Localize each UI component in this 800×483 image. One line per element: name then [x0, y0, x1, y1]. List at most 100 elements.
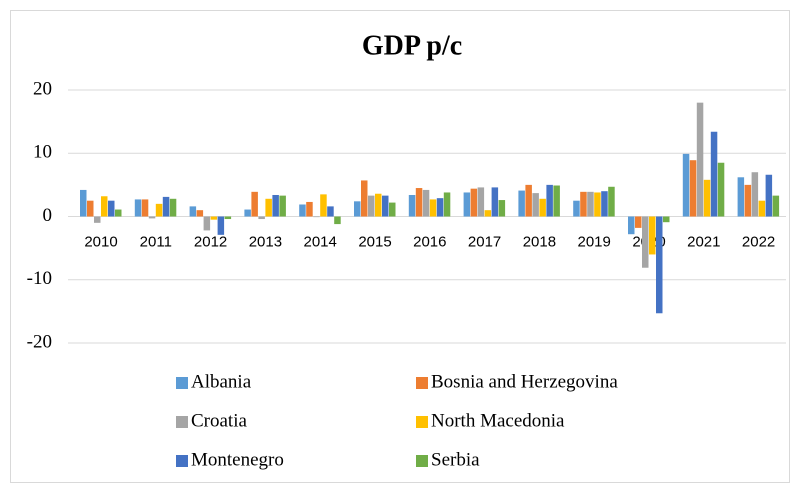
bar [415, 188, 423, 217]
bar [162, 196, 170, 217]
bar [649, 216, 656, 255]
bar [696, 102, 704, 217]
bar [334, 216, 341, 225]
bar [463, 192, 471, 217]
bar [601, 191, 608, 217]
y-tick-label: 20 [33, 78, 52, 99]
bar [375, 193, 382, 217]
bar [682, 153, 690, 217]
bar [443, 192, 451, 217]
legend-label: Bosnia and Herzegovina [431, 371, 618, 392]
bar [87, 200, 94, 217]
legend-swatch [416, 455, 428, 467]
bar [224, 216, 232, 220]
bar [587, 191, 594, 217]
legend-label: Serbia [431, 449, 480, 470]
bar [389, 202, 396, 217]
bar [169, 198, 177, 217]
bar [518, 190, 525, 217]
bar [299, 204, 306, 217]
x-tick-label: 2016 [413, 233, 446, 250]
bar [408, 194, 416, 217]
bar [628, 216, 635, 235]
bar [244, 209, 251, 217]
legend-swatch [416, 377, 428, 389]
x-tick-label: 2015 [358, 233, 391, 250]
legend-swatch [176, 377, 188, 389]
bar [477, 187, 485, 217]
bar [251, 191, 258, 217]
bar [717, 162, 725, 217]
x-tick-label: 2021 [687, 233, 720, 250]
bar [772, 195, 780, 217]
bar [382, 195, 389, 217]
bar [525, 184, 532, 217]
y-tick-label: 10 [33, 142, 52, 163]
bar [101, 196, 108, 217]
bar [279, 195, 286, 217]
bar [258, 216, 265, 220]
bar [210, 216, 218, 220]
x-tick-label: 2011 [140, 233, 172, 250]
bar [498, 200, 506, 217]
x-tick-label: 2022 [742, 233, 775, 250]
bar [710, 131, 718, 217]
bar [320, 194, 327, 217]
bar [594, 192, 601, 217]
bar [368, 195, 375, 217]
y-tick-label: -20 [27, 331, 52, 352]
bar [313, 216, 320, 218]
legend-label: Albania [191, 371, 252, 392]
bar [265, 198, 272, 217]
bar [656, 216, 663, 314]
y-tick-label: 0 [43, 205, 53, 226]
bar [115, 209, 122, 217]
bar [217, 216, 225, 235]
bar [155, 203, 163, 217]
bar [354, 201, 361, 217]
x-tick-label: 2019 [578, 233, 611, 250]
bar [470, 188, 478, 217]
bar [491, 187, 499, 217]
bar [573, 200, 580, 217]
x-tick-label: 2014 [304, 233, 337, 250]
bar [553, 185, 560, 217]
bar [203, 216, 211, 231]
legend-swatch [416, 416, 428, 428]
bar [532, 193, 539, 217]
x-tick-label: 2017 [468, 233, 501, 250]
x-tick-label: 2010 [84, 233, 117, 250]
bar [737, 177, 745, 217]
chart-title: GDP p/c [362, 30, 462, 61]
bar [148, 216, 156, 219]
bar [608, 186, 615, 217]
bar [141, 199, 149, 217]
bar [196, 210, 204, 217]
bar [758, 200, 766, 217]
legend-label: Montenegro [191, 449, 284, 470]
bar [539, 198, 546, 217]
bar [689, 160, 697, 217]
bar [189, 206, 197, 217]
bar [94, 216, 101, 223]
bar [436, 198, 444, 217]
bar [361, 180, 368, 217]
bar [272, 194, 279, 217]
bar [429, 199, 437, 217]
bar [306, 201, 313, 217]
bar [751, 172, 759, 217]
bar [546, 184, 553, 217]
bar [484, 210, 492, 217]
bar [744, 184, 752, 217]
bar [765, 174, 773, 217]
legend-label: Croatia [191, 410, 247, 431]
x-tick-label: 2018 [523, 233, 556, 250]
bar [635, 216, 642, 228]
bar [80, 189, 87, 217]
bar [327, 206, 334, 217]
legend-swatch [176, 455, 188, 467]
bar [580, 191, 587, 217]
legend-swatch [176, 416, 188, 428]
bar [642, 216, 649, 268]
